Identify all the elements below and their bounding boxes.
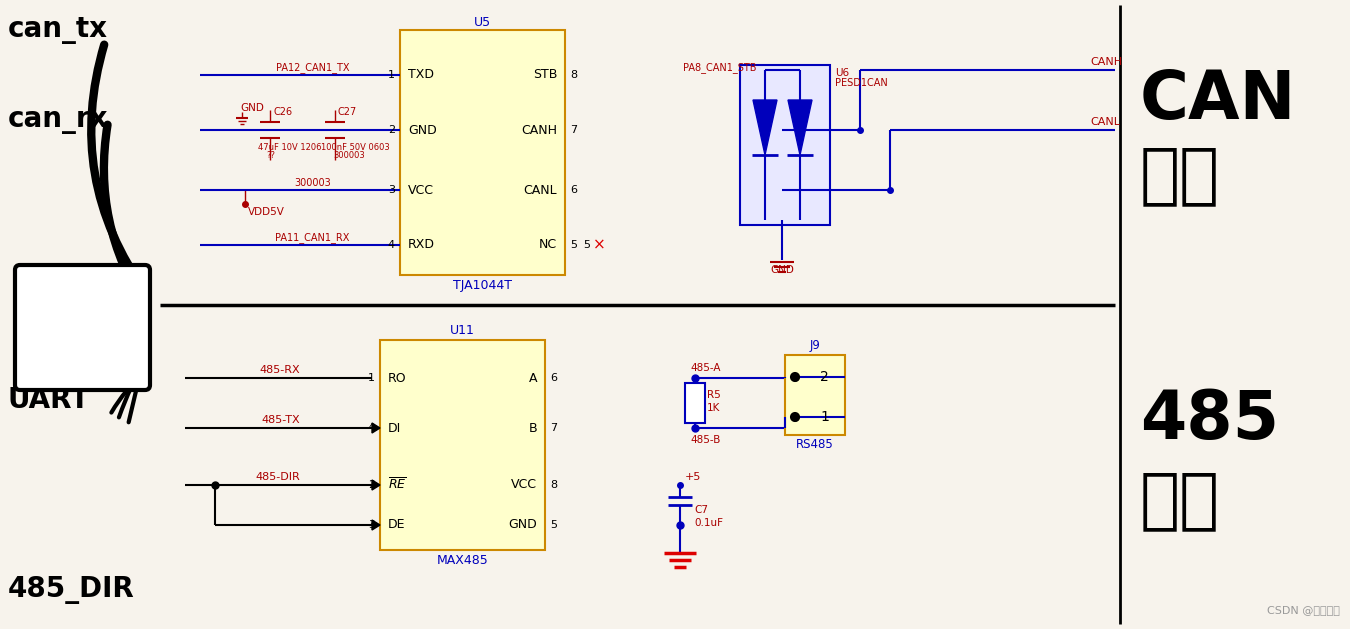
Text: GND: GND — [240, 103, 263, 113]
Text: 47uF 10V 1206: 47uF 10V 1206 — [258, 143, 321, 152]
Text: VDD5V: VDD5V — [248, 207, 285, 217]
Text: can_rx: can_rx — [8, 106, 108, 134]
Text: 8: 8 — [549, 480, 558, 490]
Text: 5: 5 — [570, 240, 576, 250]
Text: C7: C7 — [694, 505, 707, 515]
Text: 8: 8 — [570, 70, 578, 80]
Text: 485-DIR: 485-DIR — [255, 472, 300, 482]
Bar — [1120, 0, 1350, 629]
Text: CAN: CAN — [1139, 67, 1296, 133]
Text: DE: DE — [387, 518, 405, 532]
Text: 4: 4 — [387, 240, 396, 250]
Text: 300003: 300003 — [333, 152, 364, 160]
Text: ??: ?? — [266, 152, 275, 160]
Text: J9: J9 — [810, 338, 821, 352]
Text: A: A — [528, 372, 537, 384]
Text: CSDN @十六宿舍: CSDN @十六宿舍 — [1268, 605, 1341, 615]
Text: 2: 2 — [819, 370, 829, 384]
Text: U5: U5 — [474, 16, 491, 28]
Text: VCC: VCC — [512, 479, 537, 491]
Text: GND: GND — [508, 518, 537, 532]
Text: TJA1044T: TJA1044T — [454, 279, 512, 291]
Text: 7: 7 — [549, 423, 558, 433]
Text: 3: 3 — [387, 185, 396, 195]
Text: CANH: CANH — [1089, 57, 1122, 67]
Bar — [740, 65, 830, 225]
Text: 485-A: 485-A — [690, 363, 721, 373]
Text: C27: C27 — [338, 107, 358, 117]
Text: NC: NC — [539, 238, 558, 252]
Text: PA11_CAN1_RX: PA11_CAN1_RX — [275, 233, 350, 243]
Text: +5: +5 — [684, 472, 702, 482]
Text: 2: 2 — [367, 480, 375, 490]
Text: 5: 5 — [583, 240, 590, 250]
Bar — [400, 30, 566, 275]
Text: 6: 6 — [570, 185, 576, 195]
Text: 总线: 总线 — [1139, 142, 1220, 208]
Text: 1K: 1K — [707, 403, 721, 413]
Text: MCU: MCU — [32, 308, 132, 347]
Text: 300003: 300003 — [294, 178, 331, 188]
Text: PESD1CAN: PESD1CAN — [836, 78, 888, 88]
Text: DI: DI — [387, 421, 401, 435]
Text: B: B — [528, 421, 537, 435]
Text: 1: 1 — [369, 373, 375, 383]
Text: RO: RO — [387, 372, 406, 384]
Text: 485-B: 485-B — [690, 435, 721, 445]
Text: 485_DIR: 485_DIR — [8, 576, 135, 604]
Text: U11: U11 — [450, 323, 475, 337]
Text: MAX485: MAX485 — [436, 554, 489, 567]
Text: 3: 3 — [369, 520, 375, 530]
Text: 1: 1 — [819, 410, 829, 424]
Text: CANL: CANL — [524, 184, 558, 196]
Polygon shape — [753, 100, 778, 155]
Bar — [379, 340, 545, 550]
Text: ×: × — [593, 238, 606, 252]
Text: $\overline{RE}$: $\overline{RE}$ — [387, 477, 406, 493]
Text: 6: 6 — [549, 373, 558, 383]
Text: 总线: 总线 — [1139, 467, 1220, 533]
Text: UART: UART — [8, 386, 90, 414]
Text: RS485: RS485 — [796, 438, 834, 452]
Text: GND: GND — [408, 123, 437, 136]
Bar — [784, 355, 845, 435]
Text: 485: 485 — [1139, 387, 1278, 453]
Text: C26: C26 — [273, 107, 292, 117]
Text: CANH: CANH — [521, 123, 558, 136]
Bar — [684, 383, 705, 423]
Text: STB: STB — [533, 69, 558, 82]
Text: VCC: VCC — [408, 184, 433, 196]
FancyBboxPatch shape — [15, 265, 150, 390]
Text: GND: GND — [769, 265, 794, 275]
Text: U6: U6 — [836, 68, 849, 78]
Text: 485-RX: 485-RX — [259, 365, 300, 375]
Text: PA8_CAN1_STB: PA8_CAN1_STB — [683, 62, 756, 74]
Polygon shape — [373, 480, 379, 490]
Polygon shape — [373, 423, 379, 433]
Text: can_tx: can_tx — [8, 16, 108, 44]
Text: TXD: TXD — [408, 69, 433, 82]
Text: 1: 1 — [387, 70, 396, 80]
Text: 485-TX: 485-TX — [262, 415, 300, 425]
Text: 100nF 50V 0603: 100nF 50V 0603 — [321, 143, 390, 152]
Text: 5: 5 — [549, 520, 558, 530]
Text: 4: 4 — [367, 423, 375, 433]
Text: R5: R5 — [707, 390, 721, 400]
Text: 7: 7 — [570, 125, 578, 135]
Polygon shape — [373, 520, 379, 530]
Polygon shape — [788, 100, 811, 155]
Text: CANL: CANL — [1089, 117, 1120, 127]
Text: 2: 2 — [387, 125, 396, 135]
Text: 0.1uF: 0.1uF — [694, 518, 724, 528]
Bar — [0, 0, 1120, 629]
Text: PA12_CAN1_TX: PA12_CAN1_TX — [275, 62, 350, 74]
Text: RXD: RXD — [408, 238, 435, 252]
